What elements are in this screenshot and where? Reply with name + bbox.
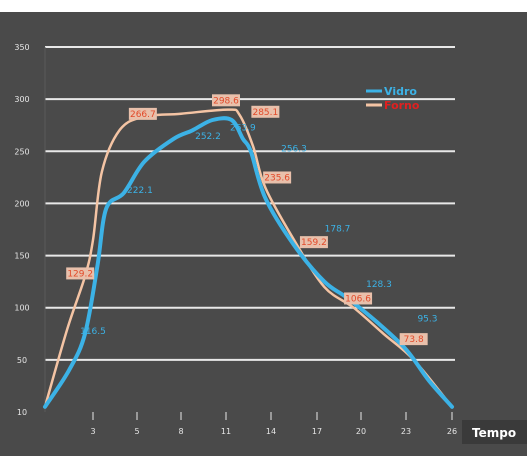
- data-label-background: [299, 236, 328, 249]
- x-axis-ticks: 3 5 8 11 14 17 20 23 26: [90, 412, 457, 436]
- y-axis-ticks: 10 50 100 150 200 250 300 350: [14, 43, 29, 417]
- x-tick-label: 8: [178, 427, 183, 436]
- y-tick-label: 100: [14, 304, 29, 313]
- x-tick-label: 5: [134, 427, 139, 436]
- data-label-vidro: 256.3: [281, 144, 307, 154]
- legend-forno-label: Forno: [384, 99, 420, 112]
- data-label-forno: 159.2: [301, 238, 327, 248]
- series-line-vidro: [43, 116, 454, 409]
- data-label-background: [344, 292, 373, 305]
- data-label-background: [399, 333, 428, 346]
- chart-background: [0, 12, 527, 456]
- x-tick-label: 11: [221, 427, 231, 436]
- data-label-forno: 285.1: [252, 108, 278, 118]
- data-label-vidro: 263.9: [230, 123, 256, 133]
- data-label-forno: 106.6: [345, 294, 371, 304]
- y-tick-label: 10: [17, 408, 27, 417]
- data-label-background: [251, 105, 280, 118]
- data-label-background: [263, 171, 292, 184]
- legend: Vidro Forno: [366, 85, 420, 112]
- data-label-vidro: 178.7: [325, 225, 351, 235]
- data-label-forno: 235.6: [264, 173, 290, 183]
- y-tick-label: 50: [17, 356, 27, 365]
- data-label-vidro: 95.3: [417, 314, 437, 324]
- data-label-background: [212, 94, 240, 107]
- x-axis-label-background: [462, 420, 527, 444]
- data-label-vidro: 116.5: [80, 327, 106, 337]
- data-label-forno: 298.6: [213, 96, 239, 106]
- data-label-vidro: 222.1: [127, 186, 153, 196]
- data-label-forno: 73.8: [404, 335, 424, 345]
- x-axis-label: Tempo: [472, 426, 516, 440]
- data-labels: 116.5 222.1 252.2 263.9 256.3 178.7 128.3 95.3 1…: [66, 94, 437, 346]
- y-tick-label: 150: [14, 252, 29, 261]
- data-label-background: [66, 267, 95, 280]
- data-label-background: [128, 107, 157, 120]
- data-label-vidro: 128.3: [366, 280, 392, 290]
- x-tick-label: 3: [90, 427, 95, 436]
- data-label-forno: 129.2: [67, 269, 93, 279]
- x-tick-label: 20: [356, 427, 366, 436]
- x-tick-label: 17: [312, 427, 322, 436]
- legend-vidro-label: Vidro: [384, 85, 417, 98]
- x-tick-label: 23: [401, 427, 411, 436]
- data-label-forno: 266.7: [130, 110, 156, 120]
- x-tick-label: 14: [266, 427, 276, 436]
- x-tick-label: 26: [447, 427, 457, 436]
- y-tick-label: 300: [14, 95, 29, 104]
- series-lines: [43, 108, 454, 409]
- y-tick-label: 250: [14, 147, 29, 156]
- y-tick-label: 350: [14, 43, 29, 52]
- data-label-vidro: 252.2: [195, 132, 221, 142]
- series-line-forno: [43, 108, 454, 409]
- y-tick-label: 200: [14, 199, 29, 208]
